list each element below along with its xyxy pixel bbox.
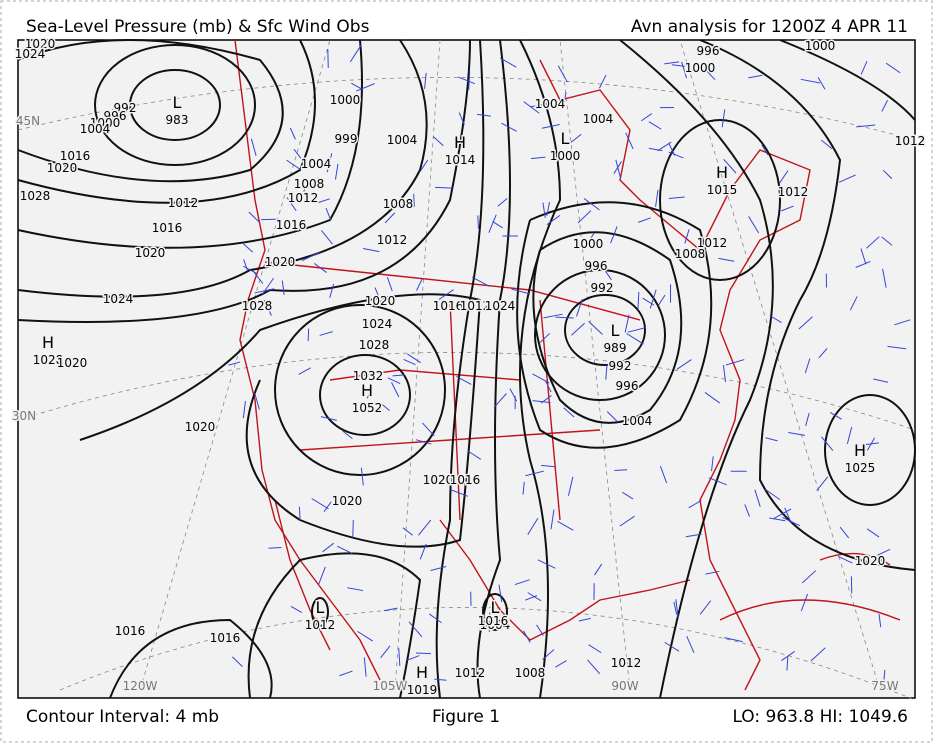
contour-label: 1020 [332,494,363,508]
center-value: 1015 [707,183,738,197]
contour-label: 1020 [365,294,396,308]
contour-label: 1012 [288,191,319,205]
contour-label: 1004 [622,414,653,428]
center-value: 983 [166,113,189,127]
contour-label: 996 [585,259,608,273]
contour-label: 1012 [455,666,486,680]
wind-barb [614,470,627,471]
contour-label: 1012 [168,196,199,210]
contour-label: 1028 [242,299,273,313]
contour-label: 1024 [485,299,516,313]
contour-label: 1020 [423,473,454,487]
contour-label: 1012 [697,236,728,250]
center-value: 1019 [407,683,438,697]
center-symbol: H [454,133,466,152]
contour-label: 1020 [57,356,88,370]
grid-label: 45N [16,114,40,128]
center-symbol: H [854,441,866,460]
center-value: 1000 [550,149,581,163]
center-symbol: L [173,93,182,112]
contour-label: 1016 [210,631,241,645]
contour-label: 1028 [20,189,51,203]
grid-label: 120W [123,679,158,693]
wind-barb [308,329,309,342]
contour-label: 1012 [611,656,642,670]
contour-label: 1004 [535,97,566,111]
contour-label: 1016 [152,221,183,235]
contour-label: 1020 [135,246,166,260]
center-symbol: H [361,381,373,400]
contour-label: 1004 [387,133,418,147]
contour-label: 1000 [330,93,361,107]
contour-label: 1020 [265,255,296,269]
center-symbol: L [561,129,570,148]
contour-label: 1008 [383,197,414,211]
contour-label: 999 [335,132,358,146]
contour-label: 1016 [450,473,481,487]
contour-label: 1008 [515,666,546,680]
contour-label: 1028 [359,338,390,352]
contour-label: 1024 [103,292,134,306]
wind-barb [478,215,479,228]
contour-label: 1016 [478,614,509,628]
center-symbol: H [416,663,428,682]
center-value: 1012 [305,618,336,632]
contour-label: 1016 [433,299,464,313]
wind-barb [416,653,431,654]
grid-label: 90W [611,679,638,693]
contour-label: 1008 [294,177,325,191]
center-value: 1052 [352,401,383,415]
extremes: LO: 963.8 HI: 1049.6 [732,707,908,727]
contour-label: 992 [609,359,632,373]
contour-label: 1000 [685,61,716,75]
center-symbol: H [716,163,728,182]
map-area [18,40,915,698]
title: Sea-Level Pressure (mb) & Sfc Wind Obs [26,17,370,37]
contour-label: 1012 [895,134,926,148]
contour-label: 1032 [353,369,384,383]
contour-label: 1024 [362,317,393,331]
contour-label: 1020 [185,420,216,434]
contour-label: 996 [697,44,720,58]
contour-label: 1000 [805,39,836,53]
contour-interval: Contour Interval: 4 mb [26,707,219,727]
grid-label: 105W [373,679,408,693]
contour-label: 1016 [276,218,307,232]
contour-label: 1024 [15,47,46,61]
center-value: 1014 [445,153,476,167]
contour-label: 1016 [115,624,146,638]
wind-barb [414,194,415,207]
center-symbol: L [611,321,620,340]
grid-label: 75W [871,679,898,693]
contour-label: 1000 [573,237,604,251]
center-symbol: H [42,333,54,352]
contour-label: 1020 [855,554,886,568]
contour-label: 992 [591,281,614,295]
wind-barb [299,507,300,521]
contour-label: 1012 [778,185,809,199]
contour-label: 1020 [47,161,78,175]
analysis: Avn analysis for 1200Z 4 APR 11 [631,17,908,37]
contour-label: 996 [616,379,639,393]
contour-label: 1004 [301,157,332,171]
contour-label: 1012 [377,233,408,247]
grid-label: 30N [12,409,36,423]
center-value: 989 [604,341,627,355]
center-symbol: L [316,598,325,617]
figure: Figure 1 [432,707,500,727]
contour-label: 1004 [583,112,614,126]
contour-label: 1004 [80,122,111,136]
center-value: 1025 [845,461,876,475]
